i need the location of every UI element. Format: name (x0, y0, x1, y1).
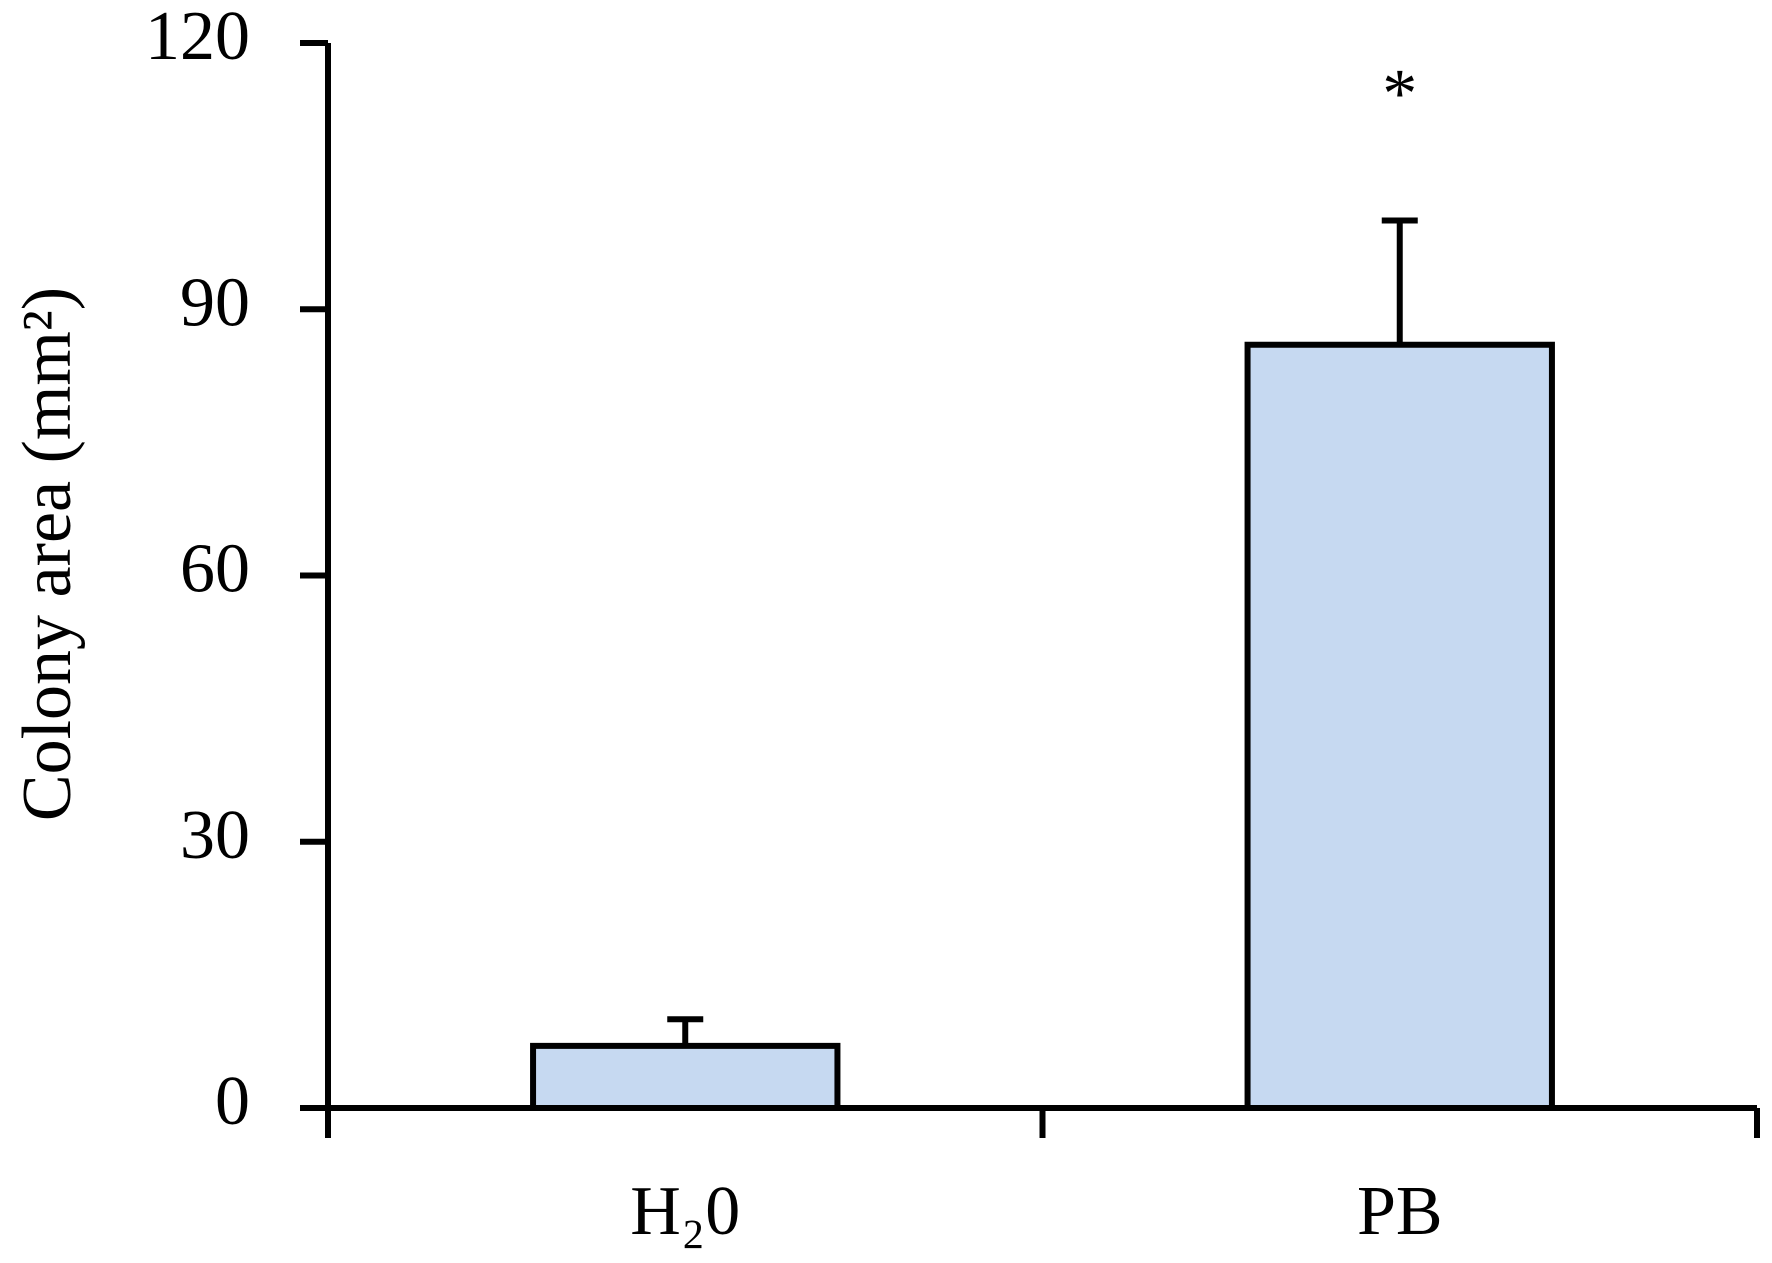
y-tick-label: 30 (180, 797, 250, 874)
x-tick-label: PB (1357, 1173, 1443, 1250)
bar (530, 1042, 841, 1111)
bar (1244, 341, 1555, 1111)
y-tick-label: 90 (180, 264, 250, 341)
significance-mark: * (1382, 56, 1417, 133)
x-tick-label: H₂0 (630, 1173, 740, 1250)
y-tick-label: 60 (180, 531, 250, 608)
y-axis-label: Colony area (mm²) (9, 287, 86, 821)
y-tick-label: 0 (215, 1063, 250, 1140)
y-tick-label: 120 (145, 0, 250, 75)
